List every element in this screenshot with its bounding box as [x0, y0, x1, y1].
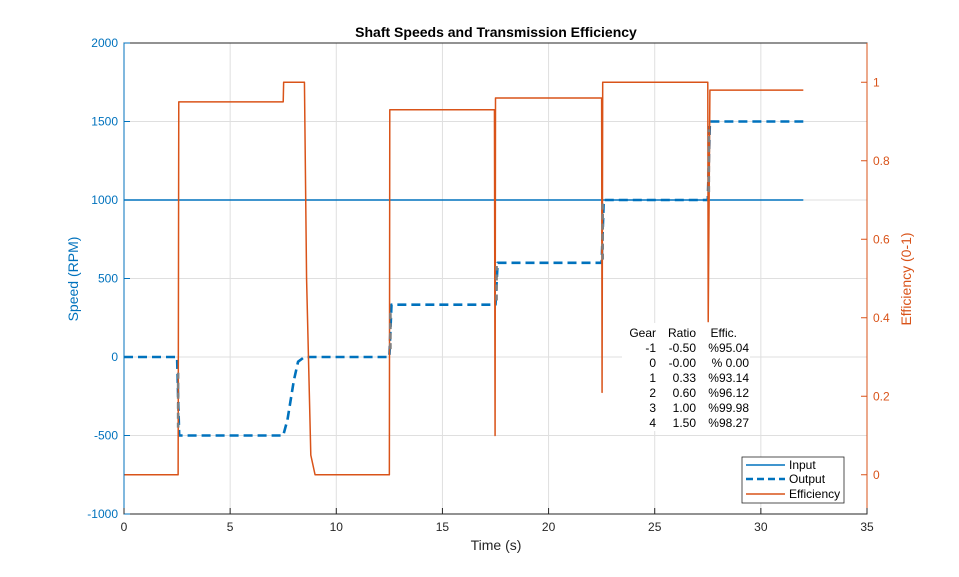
gear-table-cell: %99.98 — [708, 401, 749, 415]
y-left-tick-label: 2000 — [91, 36, 118, 50]
gear-table-cell: %98.27 — [708, 416, 749, 430]
y-left-tick-label: -500 — [94, 429, 118, 443]
gear-table-cell: % 0.00 — [712, 356, 750, 370]
x-tick-label: 20 — [542, 520, 556, 534]
gear-table-cell: 0.60 — [673, 386, 697, 400]
legend-label-output: Output — [789, 472, 826, 486]
y-right-tick-label: 0.2 — [873, 389, 890, 403]
gear-table-cell: 0.33 — [673, 371, 697, 385]
gear-table-header: Effic. — [711, 326, 737, 340]
gear-table-cell: 0 — [649, 356, 656, 370]
gear-table-cell: %96.12 — [708, 386, 749, 400]
x-tick-label: 25 — [648, 520, 662, 534]
x-tick-label: 15 — [436, 520, 450, 534]
y-left-tick-label: 0 — [111, 350, 118, 364]
chart-title: Shaft Speeds and Transmission Efficiency — [355, 24, 637, 40]
x-tick-label: 35 — [860, 520, 874, 534]
series-line-output — [124, 120, 804, 437]
legend-label-input: Input — [789, 458, 816, 472]
y-left-axis-label: Speed (RPM) — [65, 237, 81, 322]
gear-table-cell: 1.50 — [673, 416, 697, 430]
x-tick-label: 10 — [330, 520, 344, 534]
gear-table-cell: -0.00 — [669, 356, 697, 370]
gear-table-cell: %95.04 — [708, 341, 749, 355]
y-right-tick-label: 0.6 — [873, 232, 890, 246]
y-left-tick-label: 1500 — [91, 115, 118, 129]
y-right-axis-label: Efficiency (0-1) — [898, 232, 914, 325]
gear-table-cell: -1 — [645, 341, 656, 355]
y-left-tick-label: -1000 — [87, 507, 118, 521]
gear-table-cell: 1.00 — [673, 401, 697, 415]
x-tick-label: 30 — [754, 520, 768, 534]
gear-table-cell: 1 — [649, 371, 656, 385]
legend: Input Output Efficiency — [741, 456, 845, 504]
gear-table-cell: -0.50 — [669, 341, 697, 355]
gear-table-cell: 4 — [649, 416, 656, 430]
series-line-efficiency — [124, 81, 804, 476]
y-right-tick-label: 0 — [873, 468, 880, 482]
gear-table-cell: 2 — [649, 386, 656, 400]
plot-lines — [124, 81, 804, 476]
y-left-tick-label: 1000 — [91, 193, 118, 207]
y-left-tick-label: 500 — [98, 272, 118, 286]
x-tick-label: 0 — [121, 520, 128, 534]
legend-label-efficiency: Efficiency — [789, 487, 840, 501]
y-right-tick-label: 0.8 — [873, 154, 890, 168]
y-right-tick-label: 1 — [873, 75, 880, 89]
gear-table-header: Ratio — [668, 326, 696, 340]
x-tick-label: 5 — [227, 520, 234, 534]
gear-table-bg — [622, 323, 750, 431]
gear-table-cell: 3 — [649, 401, 656, 415]
x-axis-label: Time (s) — [471, 537, 522, 553]
gear-table: Gear Ratio Effic. -1 -0.50 %95.04 0 -0.00 % 0.00… — [622, 323, 750, 431]
axes: -1000-500050010001500200000.20.40.60.810… — [87, 36, 890, 534]
gear-table-cell: %93.14 — [708, 371, 749, 385]
y-right-tick-label: 0.4 — [873, 311, 890, 325]
gear-table-header: Gear — [629, 326, 656, 340]
